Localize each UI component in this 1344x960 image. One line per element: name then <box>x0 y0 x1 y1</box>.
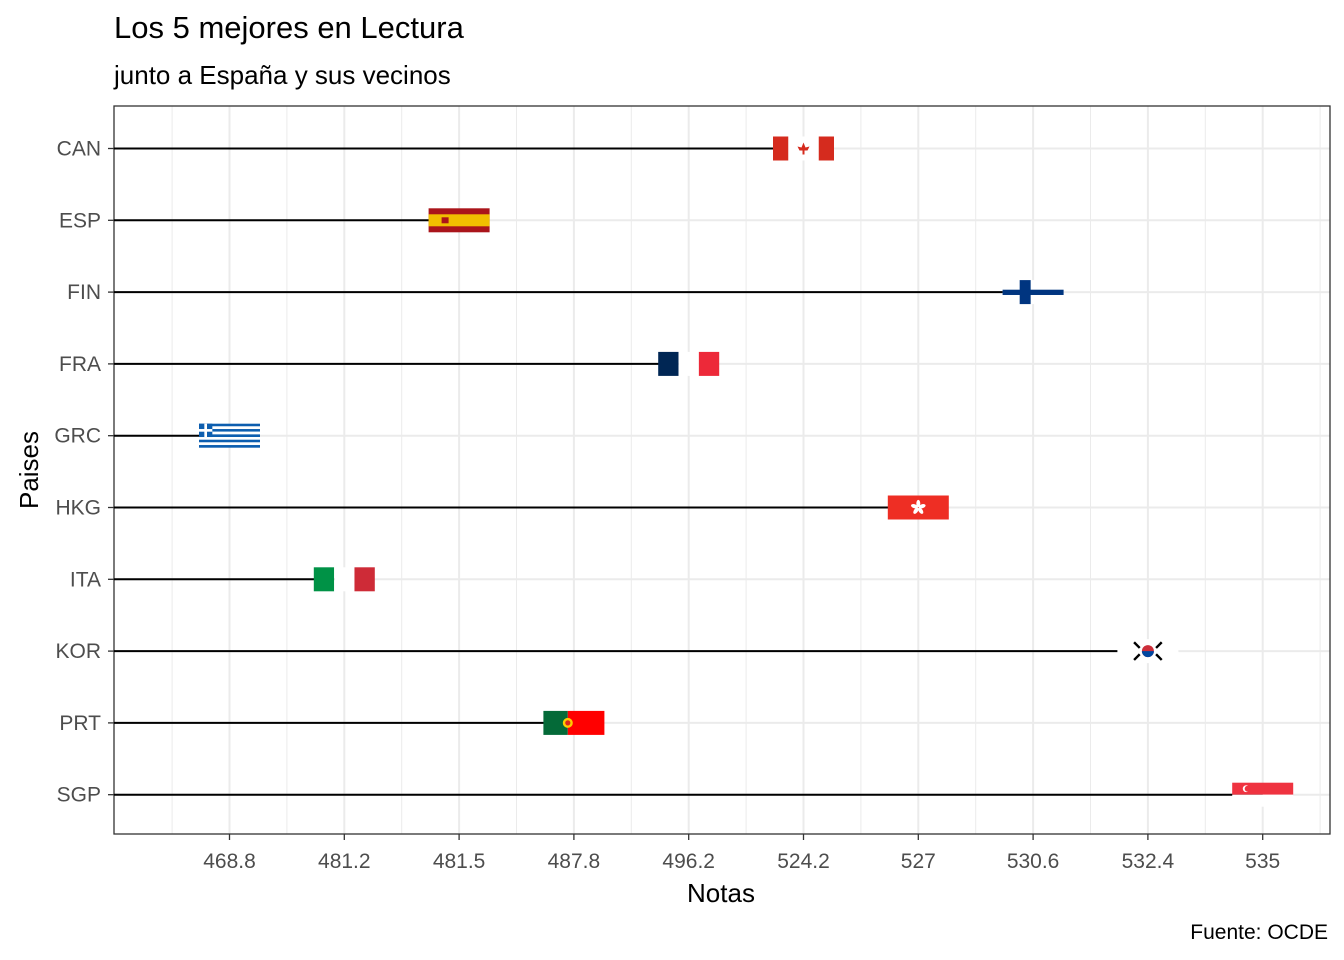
x-tick-label: 487.8 <box>548 850 601 873</box>
y-tick-label: PRT <box>59 712 101 735</box>
x-tick-label: 468.8 <box>203 850 256 873</box>
france-flag <box>658 351 720 376</box>
x-tick-label: 481.2 <box>318 850 371 873</box>
y-tick-label: ITA <box>70 568 101 591</box>
x-tick-label: 527 <box>901 850 936 873</box>
spain-flag <box>428 208 490 233</box>
x-tick-label: 535 <box>1245 850 1280 873</box>
hong-kong-flag <box>887 495 949 520</box>
x-tick-label: 524.2 <box>777 850 830 873</box>
x-tick-label: 481.5 <box>433 850 486 873</box>
y-tick-label: KOR <box>55 640 101 663</box>
portugal-flag <box>543 710 605 735</box>
chart-subtitle: junto a España y sus vecinos <box>114 60 451 90</box>
finland-flag <box>1002 280 1064 305</box>
x-tick-label: 530.6 <box>1007 850 1060 873</box>
y-tick-label: FIN <box>67 281 101 304</box>
panel-border <box>113 105 1331 835</box>
italy-flag <box>313 567 375 592</box>
y-tick-label: FRA <box>59 353 101 376</box>
y-tick-label: HKG <box>55 497 101 520</box>
x-tick-label: 532.4 <box>1122 850 1175 873</box>
y-tick-label: GRC <box>54 425 101 448</box>
singapore-flag <box>1232 782 1294 807</box>
canada-flag <box>773 136 834 161</box>
y-axis-title: Paises <box>14 431 44 509</box>
y-tick-label: ESP <box>59 209 101 232</box>
chart-caption: Fuente: OCDE <box>1190 921 1328 944</box>
chart-title: Los 5 mejores en Lectura <box>114 10 464 45</box>
x-axis-title: Notas <box>687 878 755 908</box>
x-tick-label: 496.2 <box>662 850 715 873</box>
y-tick-label: SGP <box>57 784 101 807</box>
greece-flag <box>199 423 260 448</box>
y-tick-label: CAN <box>57 138 101 161</box>
south-korea-flag <box>1117 639 1179 664</box>
